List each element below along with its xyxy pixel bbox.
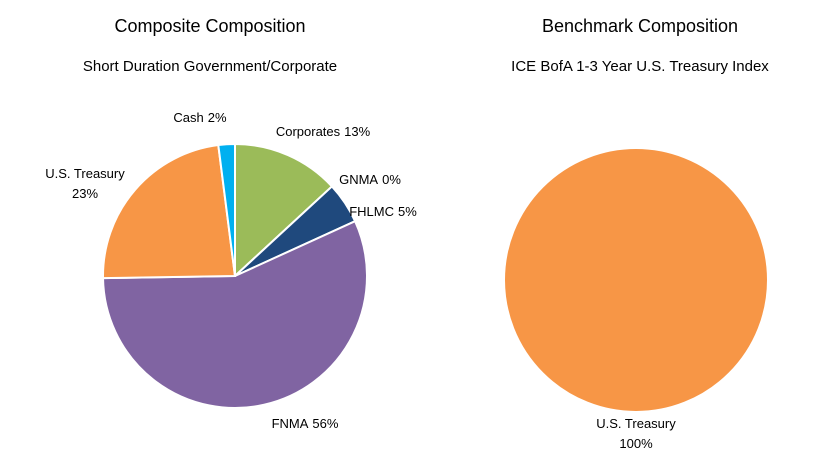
chart-title: Benchmark Composition <box>542 16 738 36</box>
slice-value: 0% <box>382 172 401 187</box>
slice-category: U.S. Treasury <box>596 416 676 431</box>
slice-category: Corporates <box>276 124 341 139</box>
slice-label: U.S. Treasury 23% <box>45 166 125 201</box>
slice-category: GNMA <box>339 172 378 187</box>
slice-label: FNMA 56% <box>272 416 339 431</box>
slice-category: FHLMC <box>349 204 394 219</box>
chart-subtitle: ICE BofA 1-3 Year U.S. Treasury Index <box>511 58 769 75</box>
pie-slice <box>503 147 769 413</box>
pie-slice <box>217 142 236 277</box>
pie-slice <box>102 143 237 280</box>
slice-category: U.S. Treasury <box>45 166 125 181</box>
slice-label: GNMA 0% <box>339 172 401 187</box>
slice-value: 56% <box>312 416 338 431</box>
slice-label: FHLMC 5% <box>349 204 417 219</box>
slice-category: Cash <box>173 110 203 125</box>
chart-subtitle: Short Duration Government/Corporate <box>83 58 337 75</box>
pie-slice <box>234 142 334 279</box>
slice-value: 100% <box>619 436 653 451</box>
slice-value: 5% <box>398 204 417 219</box>
chart-title: Composite Composition <box>114 16 305 36</box>
slice-label: U.S. Treasury 100% <box>596 416 676 451</box>
pie-slice <box>101 219 368 409</box>
slice-label: Cash 2% <box>173 110 227 125</box>
slice-value: 2% <box>208 110 227 125</box>
slice-value: 23% <box>72 186 98 201</box>
slice-value: 13% <box>344 124 370 139</box>
slice-category: FNMA <box>272 416 309 431</box>
slice-label: Corporates 13% <box>276 124 371 139</box>
